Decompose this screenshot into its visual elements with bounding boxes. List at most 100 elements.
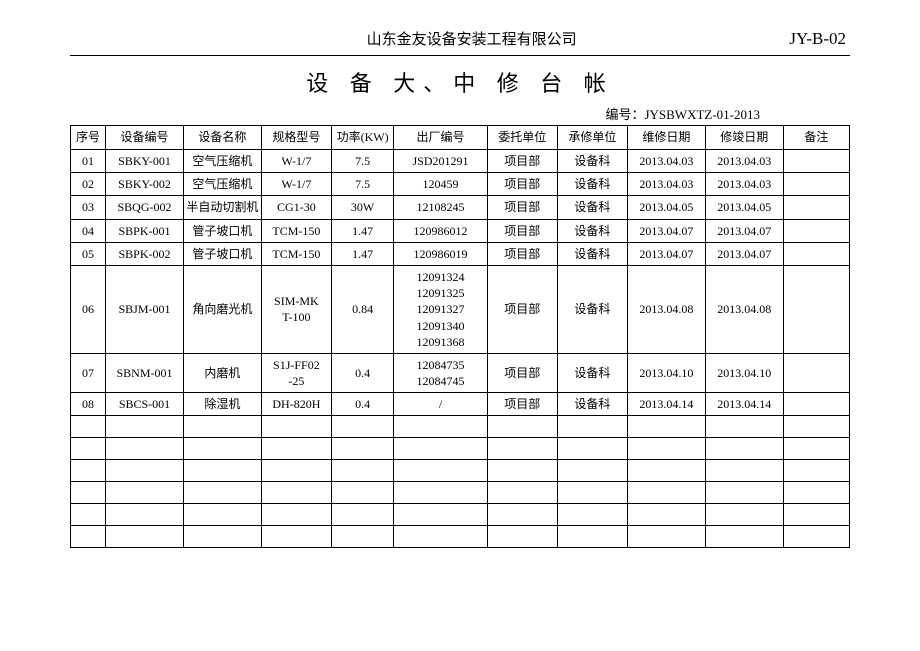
table-cell [331,438,393,460]
table-cell [331,482,393,504]
table-cell: 设备科 [557,219,627,242]
table-row [71,416,850,438]
table-cell: 03 [71,196,106,219]
table-cell: 120459 [394,173,487,196]
table-cell: SBPK-002 [106,242,184,265]
company-name: 山东金友设备安装工程有限公司 [74,28,789,49]
table-cell [487,482,557,504]
table-cell: 2013.04.05 [705,196,783,219]
table-row: 04SBPK-001管子坡口机TCM-1501.47120986012项目部设备… [71,219,850,242]
table-cell [627,416,705,438]
table-cell: 除湿机 [183,393,261,416]
table-cell [627,438,705,460]
table-cell: TCM-150 [261,219,331,242]
table-cell [261,416,331,438]
table-cell: 2013.04.05 [627,196,705,219]
table-cell: 设备科 [557,393,627,416]
table-cell: 项目部 [487,173,557,196]
table-row: 05SBPK-002管子坡口机TCM-1501.47120986019项目部设备… [71,242,850,265]
table-row [71,526,850,548]
table-cell: 0.4 [331,353,393,392]
table-cell [394,526,487,548]
table-cell [783,482,849,504]
table-cell: 06 [71,265,106,353]
table-cell: 设备科 [557,353,627,392]
table-cell: 2013.04.03 [627,150,705,173]
table-cell [331,460,393,482]
table-header-cell: 规格型号 [261,126,331,150]
table-cell: SBNM-001 [106,353,184,392]
table-cell: SBQG-002 [106,196,184,219]
table-cell [106,504,184,526]
table-cell [705,526,783,548]
table-cell [183,526,261,548]
table-cell: 2013.04.10 [705,353,783,392]
table-cell [183,416,261,438]
table-cell: 管子坡口机 [183,219,261,242]
table-cell: 设备科 [557,150,627,173]
table-cell [331,526,393,548]
table-cell [261,526,331,548]
table-cell: 项目部 [487,265,557,353]
table-row: 02SBKY-002空气压缩机W-1/77.5120459项目部设备科2013.… [71,173,850,196]
table-cell: 项目部 [487,393,557,416]
table-cell [487,526,557,548]
table-cell: 02 [71,173,106,196]
table-cell: 12084735 12084745 [394,353,487,392]
table-cell [106,438,184,460]
table-header-cell: 维修日期 [627,126,705,150]
table-cell [783,526,849,548]
code-row: 编号：JYSBWXTZ-01-2013 [70,104,850,123]
table-row [71,504,850,526]
table-cell: 120986019 [394,242,487,265]
table-cell [261,438,331,460]
table-cell [783,416,849,438]
table-cell [183,482,261,504]
table-cell: 08 [71,393,106,416]
table-cell: JSD201291 [394,150,487,173]
table-cell [783,393,849,416]
code-label: 编号： [605,107,644,122]
table-cell: 05 [71,242,106,265]
table-cell: SIM-MK T-100 [261,265,331,353]
table-cell: 设备科 [557,196,627,219]
table-cell [71,482,106,504]
table-cell [106,482,184,504]
document-number: JY-B-02 [789,29,846,49]
table-cell: 设备科 [557,265,627,353]
table-header-cell: 设备编号 [106,126,184,150]
table-cell [487,460,557,482]
table-cell [627,460,705,482]
table-cell: 空气压缩机 [183,173,261,196]
table-cell: 0.4 [331,393,393,416]
table-cell: W-1/7 [261,150,331,173]
table-cell: 2013.04.03 [705,173,783,196]
table-cell: 角向磨光机 [183,265,261,353]
table-cell [705,504,783,526]
table-row: 06SBJM-001角向磨光机SIM-MK T-1000.8412091324 … [71,265,850,353]
table-cell [394,416,487,438]
header-divider [70,55,850,56]
table-cell [783,438,849,460]
table-header-cell: 序号 [71,126,106,150]
table-cell [627,526,705,548]
table-cell [106,460,184,482]
table-cell: 空气压缩机 [183,150,261,173]
table-row: 07SBNM-001内磨机S1J-FF02 -250.412084735 120… [71,353,850,392]
table-cell [261,460,331,482]
table-cell: TCM-150 [261,242,331,265]
table-cell [183,438,261,460]
table-cell [783,504,849,526]
table-cell: 项目部 [487,242,557,265]
table-cell [783,150,849,173]
table-cell [783,196,849,219]
table-cell [627,482,705,504]
table-cell [106,526,184,548]
table-cell [627,504,705,526]
table-cell [71,504,106,526]
header-row: 山东金友设备安装工程有限公司 JY-B-02 [70,28,850,49]
table-cell: 12091324 12091325 12091327 12091340 1209… [394,265,487,353]
table-cell [261,504,331,526]
table-cell: 2013.04.07 [705,219,783,242]
table-body: 01SBKY-001空气压缩机W-1/77.5JSD201291项目部设备科20… [71,150,850,548]
